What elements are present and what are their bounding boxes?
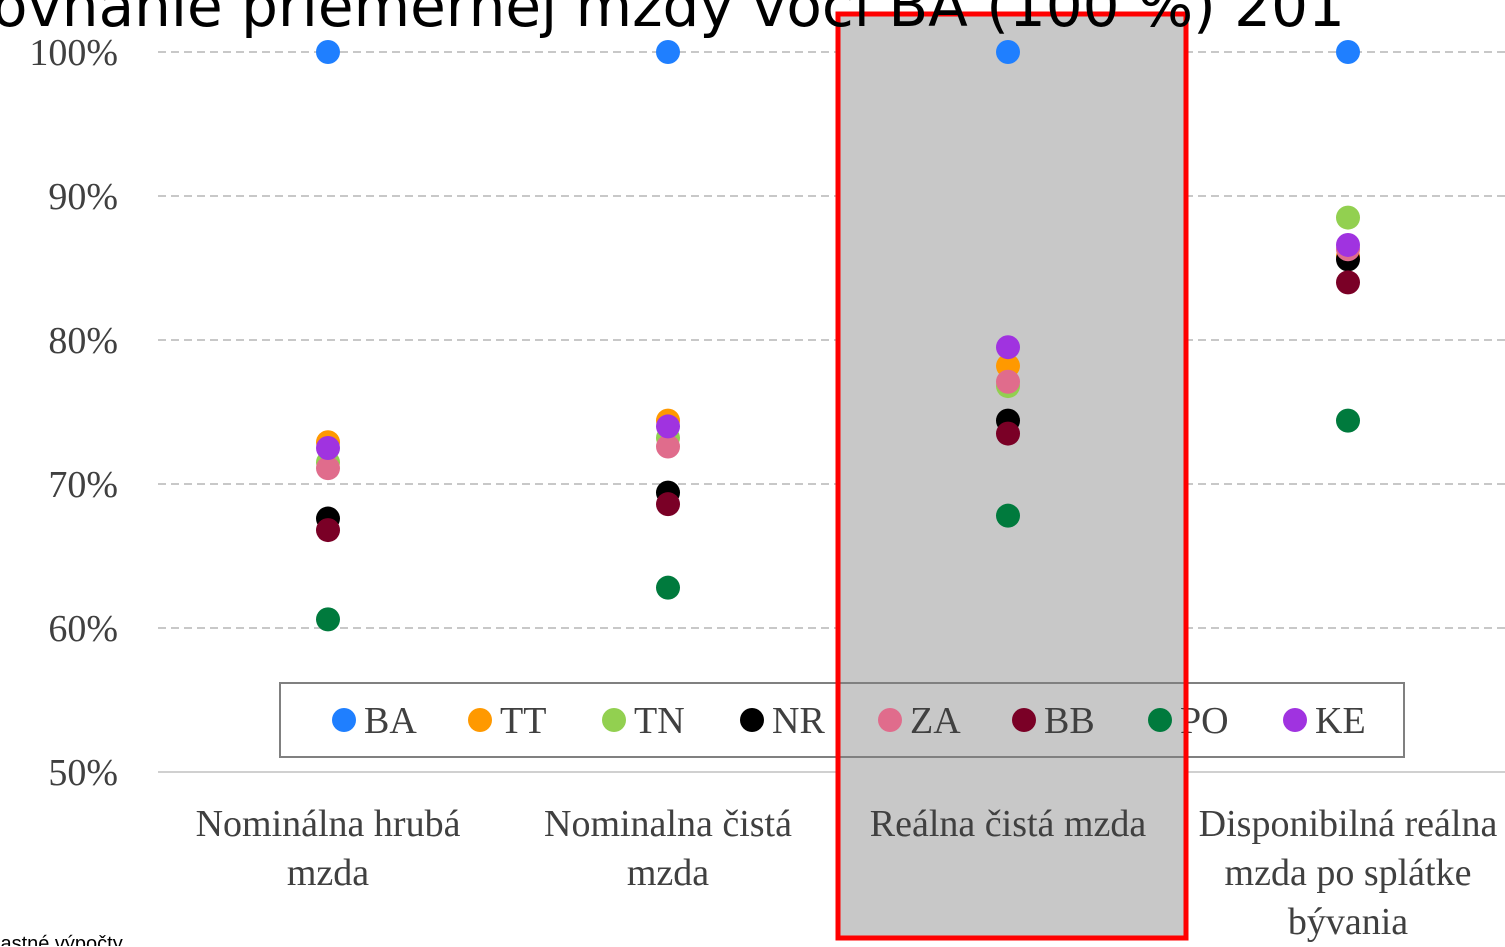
dot	[1336, 270, 1360, 295]
dot	[1336, 232, 1360, 257]
legend-label: NR	[772, 700, 825, 742]
y-tick-label: 90%	[48, 176, 118, 218]
legend: BA TT TN NR ZA BB PO KE	[279, 682, 1405, 758]
legend-marker	[602, 708, 626, 732]
highlight	[838, 14, 1186, 938]
x-tick-label: Nominálna hrubá mzda	[195, 803, 461, 894]
dots	[316, 40, 1360, 632]
legend-label: ZA	[910, 700, 961, 742]
y-tick-label: 80%	[48, 320, 118, 362]
dot	[656, 40, 680, 64]
legend-marker	[1283, 708, 1307, 732]
dot	[316, 436, 340, 460]
legend-marker	[1148, 708, 1172, 732]
x-tick-label: Nominalna čistá mzda	[544, 803, 792, 894]
dot	[316, 40, 340, 64]
dot	[316, 518, 340, 543]
y-tick-label: 50%	[48, 752, 118, 794]
legend-box	[279, 682, 1405, 758]
dot	[316, 607, 340, 632]
x-tick-label: Disponibilná reálna mzda po splátke býva…	[1198, 803, 1498, 943]
legend-label: TN	[634, 700, 685, 742]
legend-label: KE	[1315, 700, 1366, 742]
dot	[656, 492, 680, 517]
dot	[996, 369, 1020, 394]
x-tick-label: Reálna čistá mzda	[869, 803, 1147, 845]
legend-marker	[332, 708, 356, 732]
dot	[656, 575, 680, 600]
dot	[1336, 408, 1360, 433]
legend-marker	[878, 708, 902, 732]
dot	[1336, 205, 1360, 230]
legend-label: TT	[500, 700, 546, 742]
dot	[1336, 40, 1360, 64]
dot	[996, 421, 1020, 446]
y-tick-label: 60%	[48, 608, 118, 650]
dot	[996, 335, 1020, 360]
dot	[656, 414, 680, 439]
y-tick-label: 70%	[48, 464, 118, 506]
highlight-border	[835, 11, 1189, 941]
legend-marker	[1012, 708, 1036, 732]
dot	[996, 503, 1020, 528]
dot	[656, 434, 680, 459]
legend-marker	[468, 708, 492, 732]
dot	[316, 456, 340, 481]
grid: 50% 60% 70% 80% 90% 100%	[29, 32, 1505, 794]
source-note: lastné výpočty	[0, 933, 123, 946]
legend-label: BB	[1044, 700, 1095, 742]
chart-title: ovnanie priemernej mzdy voči BA (100 %) …	[0, 0, 1345, 40]
legend-marker	[740, 708, 764, 732]
legend-label: BA	[364, 700, 417, 742]
dot	[996, 40, 1020, 64]
y-tick-label: 100%	[29, 32, 118, 74]
